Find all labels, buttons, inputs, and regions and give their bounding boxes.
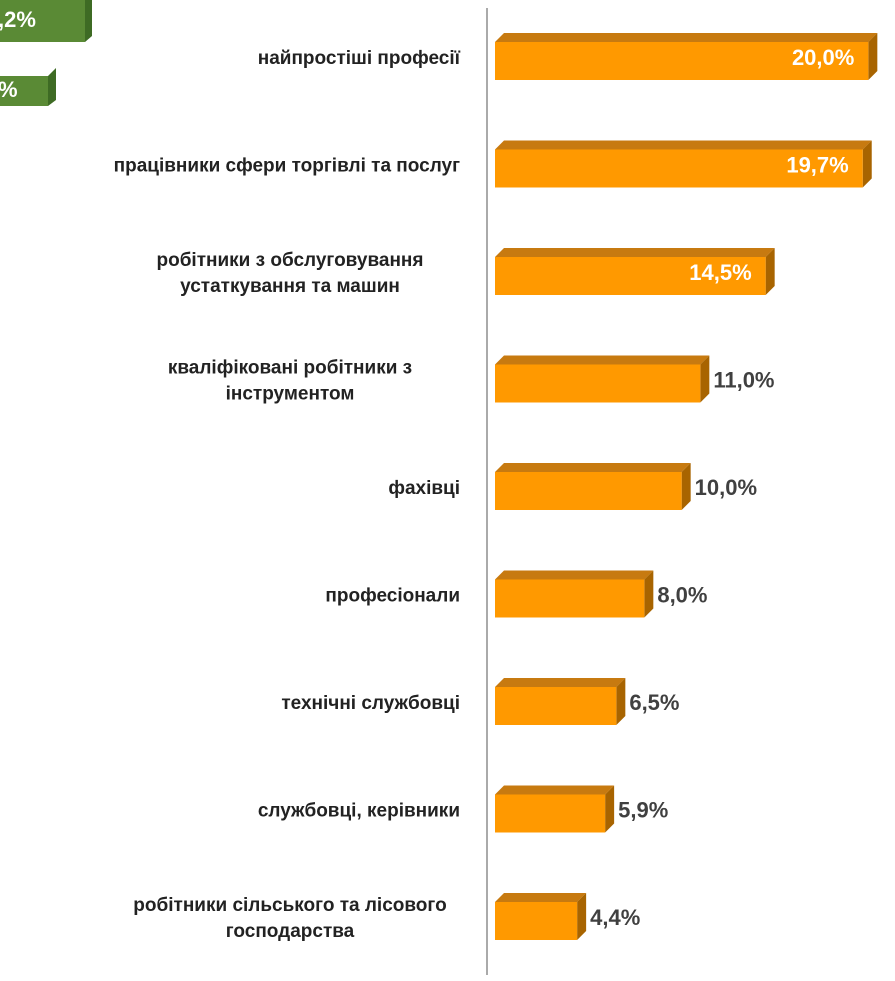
- value-label: 5,9%: [618, 797, 668, 822]
- category-label: робітники з обслуговування: [156, 250, 423, 271]
- annotation: %: [0, 77, 18, 102]
- bar-side: [681, 463, 691, 510]
- bar: [495, 42, 869, 80]
- category-label: найпростіші професії: [258, 48, 461, 69]
- green-bar-fragment: [0, 0, 85, 42]
- bar-top: [495, 893, 587, 902]
- bar-side: [868, 33, 878, 80]
- bar-top: [495, 570, 654, 580]
- bar: [495, 902, 578, 940]
- value-label: 10,0%: [695, 475, 757, 500]
- green-fragments: ,2% %: [0, 0, 92, 106]
- bar: [495, 364, 701, 403]
- bar-side: [577, 893, 587, 940]
- bar: [495, 472, 682, 510]
- value-label: 4,4%: [590, 905, 640, 930]
- bar-top: [495, 785, 615, 795]
- value-label: 8,0%: [657, 582, 707, 607]
- green-bar-fragment: [0, 76, 48, 106]
- category-label: технічні службовці: [281, 693, 460, 714]
- bar: [495, 687, 617, 725]
- value-label: 20,0%: [792, 45, 854, 70]
- category-label: устаткування та машин: [180, 276, 400, 297]
- bar: [495, 257, 766, 295]
- value-label: 6,5%: [629, 690, 679, 715]
- bar-side: [644, 570, 654, 618]
- category-label: робітники сільського та лісового: [133, 895, 446, 916]
- bar-side: [862, 140, 872, 188]
- category-label: службовці, керівники: [258, 801, 460, 822]
- bar: [495, 794, 606, 833]
- annotation: ,2%: [0, 7, 36, 32]
- category-label: господарства: [226, 921, 355, 942]
- category-label: працівники сфери торгівлі та послуг: [114, 156, 460, 177]
- category-label: професіонали: [325, 586, 460, 607]
- bar: [495, 149, 863, 188]
- bar-side: [700, 355, 710, 403]
- category-label: кваліфіковані робітники з: [168, 358, 412, 379]
- bar-side: [616, 678, 626, 725]
- bar-top: [495, 140, 872, 150]
- bar-top: [495, 355, 710, 365]
- bar-side: [765, 248, 775, 295]
- bar-top: [495, 678, 626, 687]
- value-label: 14,5%: [689, 260, 751, 285]
- category-label: фахівці: [388, 478, 460, 499]
- value-label: 11,0%: [713, 367, 774, 392]
- category-label: інструментом: [226, 384, 355, 405]
- bar-top: [495, 248, 775, 257]
- bar-side: [605, 785, 615, 833]
- value-label: 19,7%: [786, 152, 848, 177]
- bar: [495, 579, 645, 618]
- bar-top: [495, 33, 878, 42]
- bar-top: [495, 463, 691, 472]
